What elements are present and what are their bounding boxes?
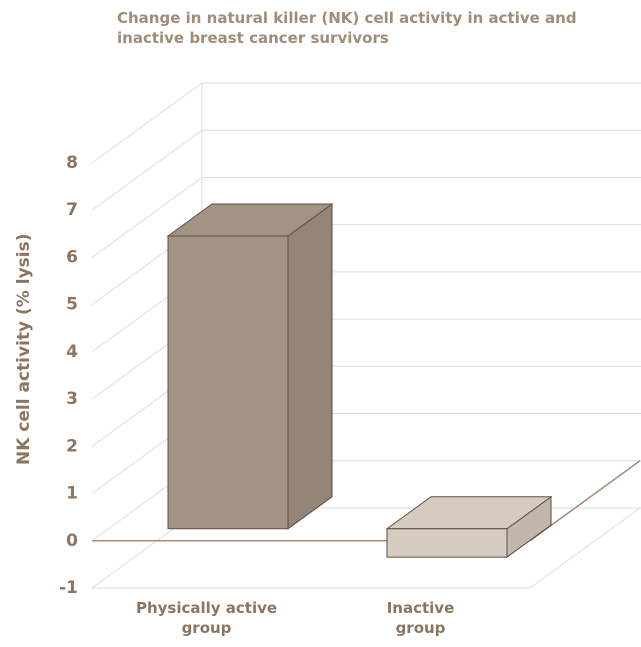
y-tick-label: 3 [66, 389, 78, 409]
y-tick-label: -1 [59, 578, 78, 598]
y-tick-label: 6 [66, 247, 78, 267]
x-tick-label: Physically active group [135, 599, 278, 637]
y-tick-label: 7 [66, 200, 78, 220]
y-tick-label: 2 [66, 436, 78, 456]
y-tick-label: 1 [66, 484, 78, 504]
y-tick-label: 4 [66, 342, 78, 362]
y-tick-label: 8 [66, 153, 78, 173]
grid-line-side [91, 177, 203, 258]
y-tick-label: 0 [66, 531, 78, 551]
floor-side [529, 507, 641, 589]
bar-side [287, 203, 333, 530]
grid-line-side [91, 82, 203, 164]
y-tick-label: 5 [66, 295, 78, 315]
chart-title: Change in natural killer (NK) cell activ… [117, 9, 577, 47]
bar [386, 528, 508, 558]
grid-line-side [91, 129, 203, 211]
y-axis-label: NK cell activity (% lysis) [14, 233, 34, 465]
bar [167, 235, 289, 530]
x-tick-label: Inactive group [386, 599, 455, 637]
